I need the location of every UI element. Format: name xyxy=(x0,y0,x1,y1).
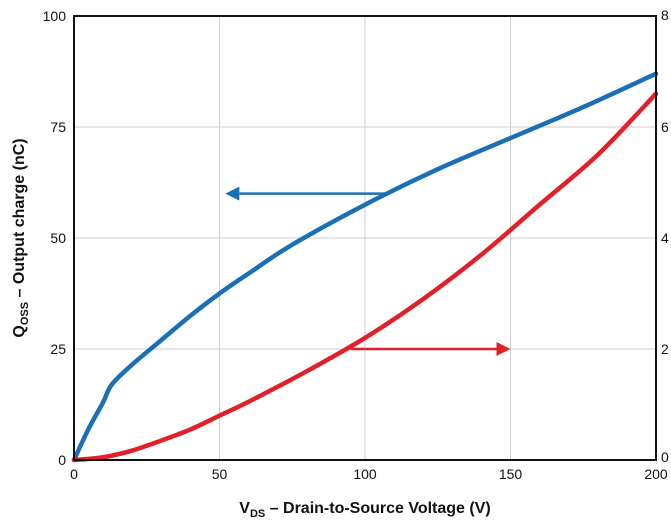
arrow-marks xyxy=(225,186,511,356)
y-left-tick-label: 0 xyxy=(58,452,66,468)
series-lines xyxy=(71,71,659,463)
y-axis-label: QOSS – Output charge (nC) xyxy=(11,138,31,337)
x-tick-label: 50 xyxy=(212,466,228,482)
x-tick-label: 150 xyxy=(499,466,523,482)
x-axis-label: VDS – Drain-to-Source Voltage (V) xyxy=(239,500,490,520)
plot-frame xyxy=(73,15,657,461)
y-right-tick-label: 2 xyxy=(661,341,669,357)
right-axis-series-line xyxy=(71,91,659,463)
arrow-head xyxy=(496,342,511,356)
y-right-tick-label: 4 xyxy=(661,230,669,246)
arrow-left-left-axis xyxy=(225,186,389,201)
x-tick-label: 100 xyxy=(353,466,377,482)
left-axis-series-line xyxy=(71,71,659,463)
x-tick-label: 200 xyxy=(644,466,668,482)
y-left-tick-label: 50 xyxy=(50,230,66,246)
grid-lines xyxy=(74,16,656,460)
x-tick-label: 0 xyxy=(70,466,78,482)
y-right-tick-label: 0 xyxy=(661,449,669,465)
y-left-tick-label: 75 xyxy=(50,119,66,135)
y-left-tick-label: 25 xyxy=(50,341,66,357)
y-right-tick-label: 6 xyxy=(661,119,669,135)
y-left-tick-label: 100 xyxy=(43,8,67,24)
y-right-tick-label: 8 xyxy=(661,7,669,23)
arrow-right-right-axis xyxy=(350,342,511,356)
arrow-head xyxy=(225,186,240,201)
